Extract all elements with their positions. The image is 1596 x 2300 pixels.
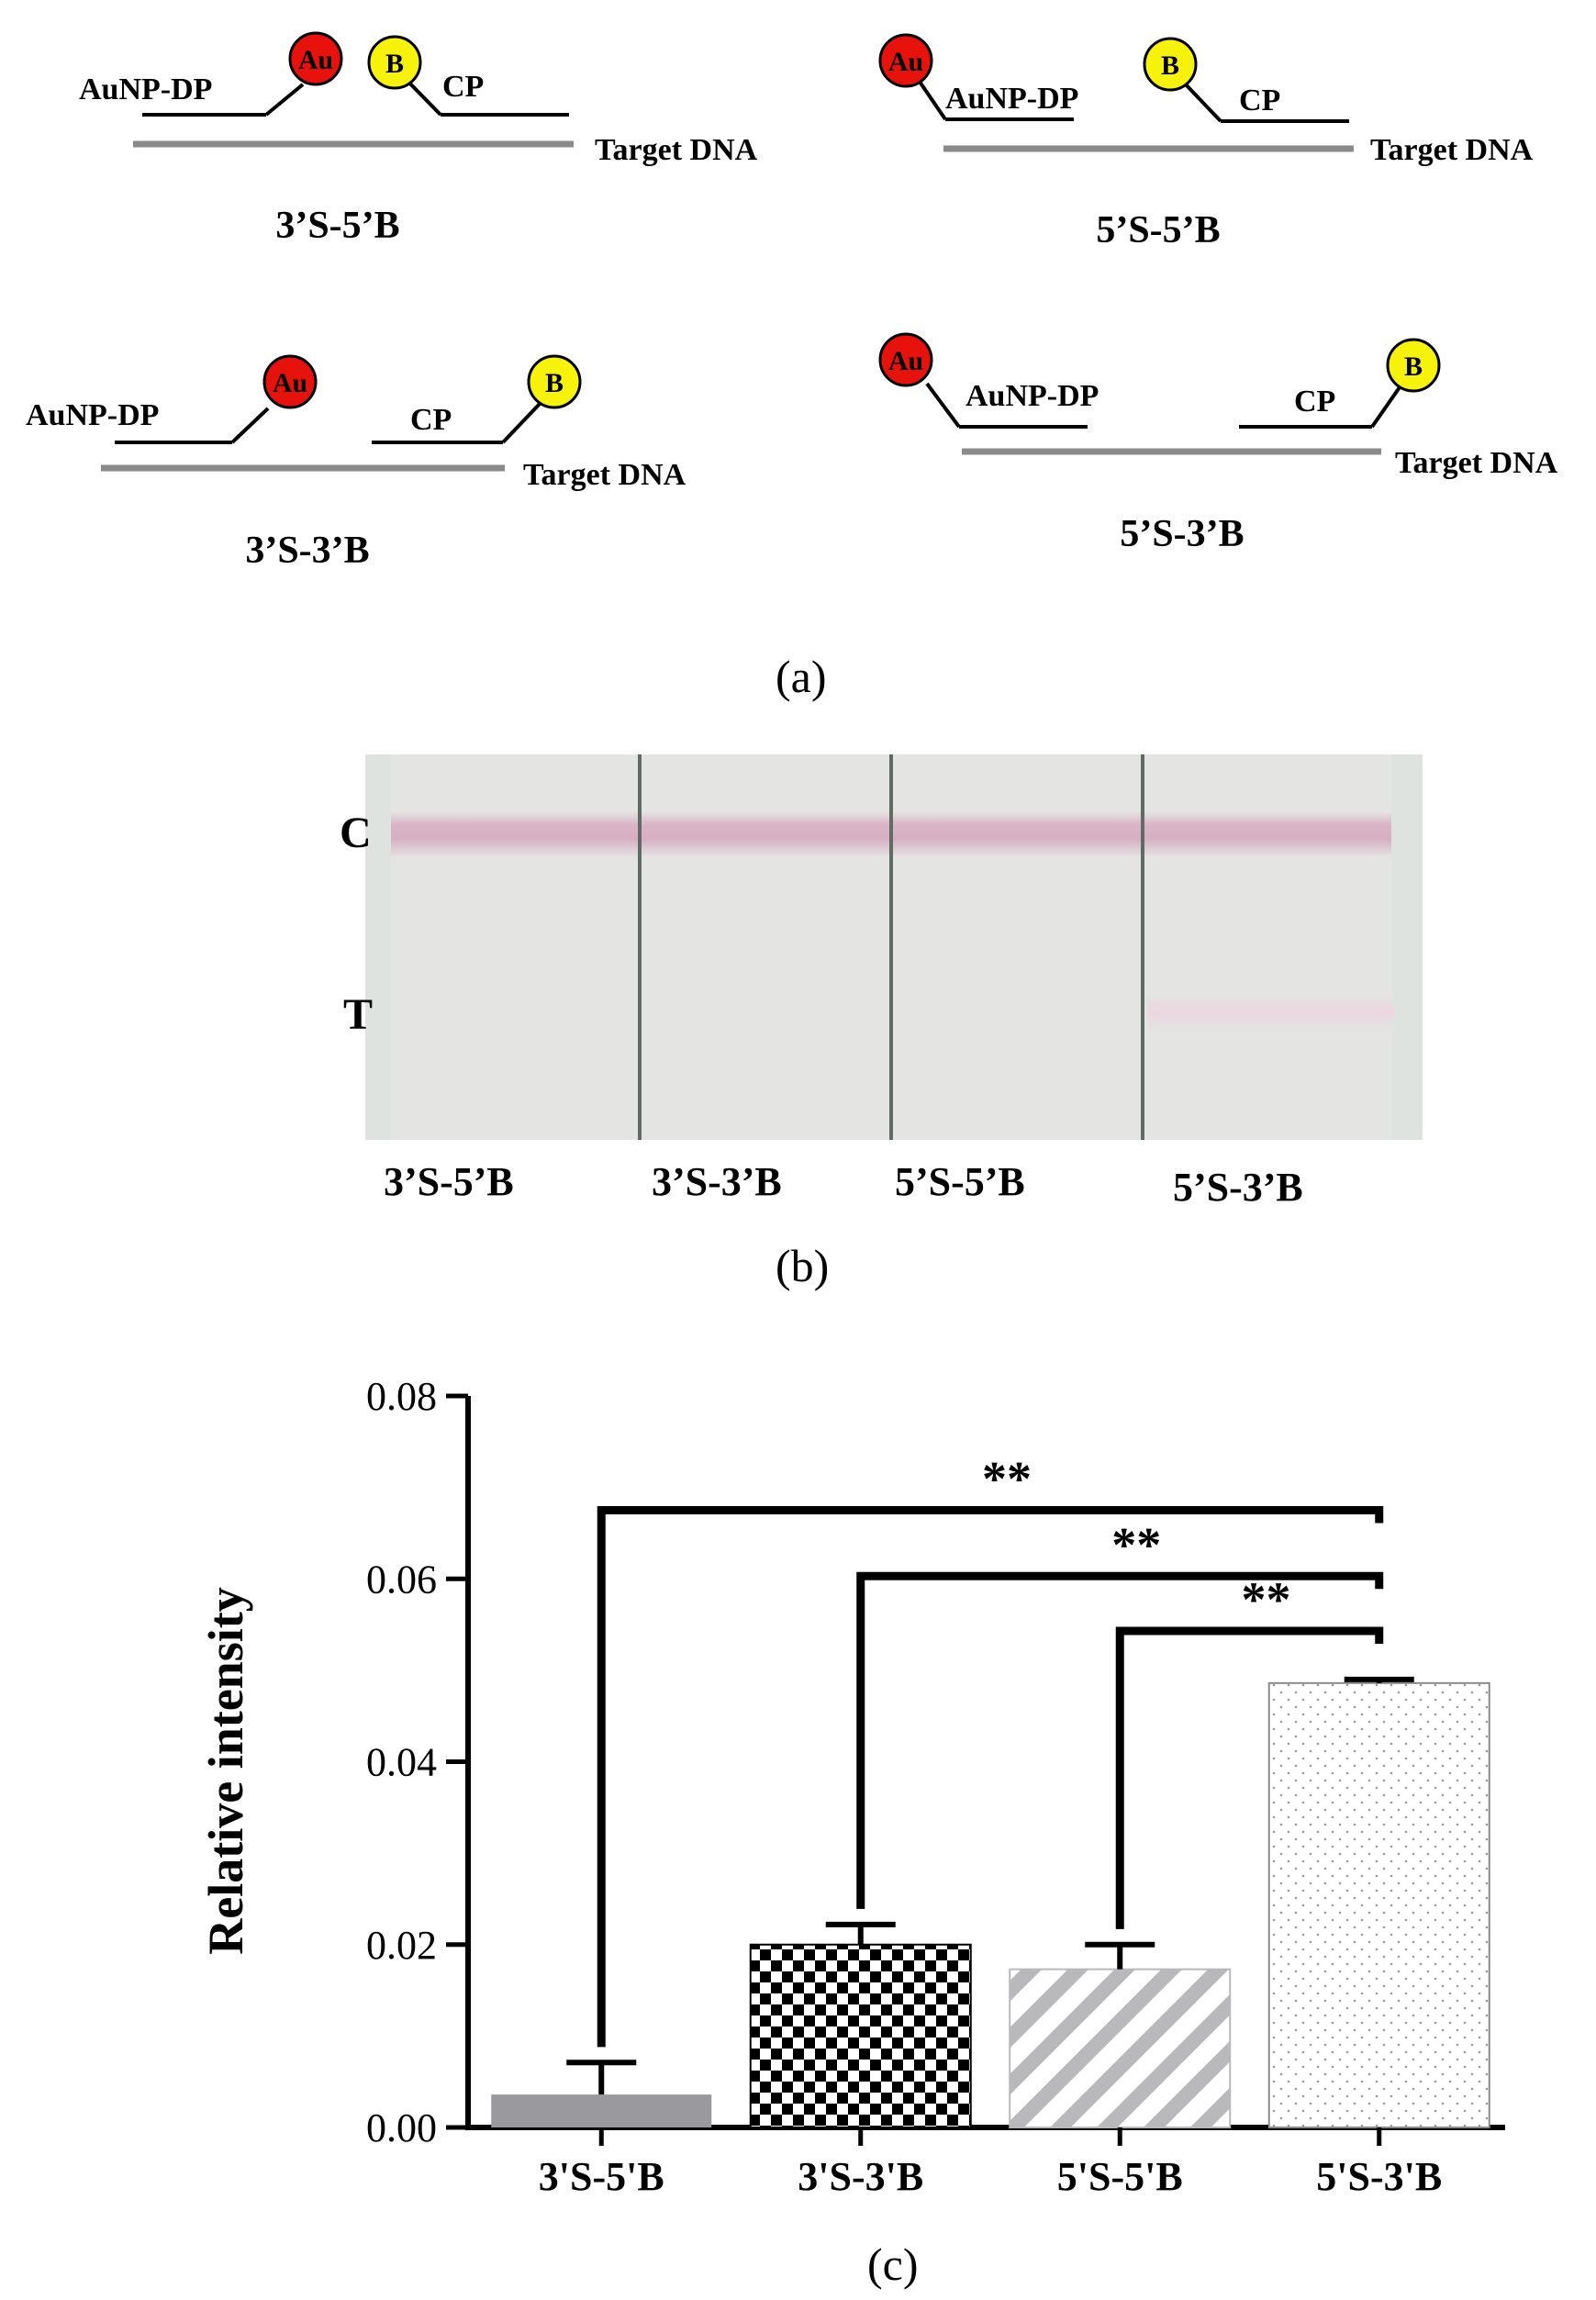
bar-2	[749, 1943, 972, 2128]
strip-label-4: 5’S-3’B	[1173, 1165, 1303, 1210]
strip-divider	[1141, 754, 1144, 1140]
dp-linker	[230, 407, 270, 444]
significance-label: **	[1242, 1572, 1291, 1627]
strip-edge-right	[1391, 754, 1423, 1140]
cp-label: CP	[1239, 84, 1280, 117]
gold-nanoparticle	[878, 33, 933, 88]
y-tick-label: 0.04	[366, 1740, 437, 1785]
panel-c-caption: (c)	[867, 2239, 919, 2290]
y-tick-label: 0.02	[366, 1923, 437, 1968]
biotin-label: B	[1404, 352, 1423, 382]
bar-3	[1009, 1968, 1232, 2128]
bar-1	[491, 2094, 712, 2127]
y-tick-label: 0.06	[366, 1557, 437, 1602]
dp-linker	[916, 77, 947, 121]
strip-edge-left	[365, 754, 391, 1140]
dp-label: AuNP-DP	[26, 398, 159, 432]
biotin	[1386, 338, 1441, 393]
dp-linker	[925, 382, 961, 429]
control-line-label: C	[340, 809, 372, 857]
strip-divider	[889, 754, 893, 1140]
gold-nanoparticle-label: Au	[888, 346, 923, 376]
bar-4	[1267, 1681, 1490, 2128]
significance-bracket	[856, 1571, 1384, 1909]
dp-label: AuNP-DP	[79, 73, 212, 106]
significance-bracket	[1115, 1626, 1384, 1929]
y-axis-title: Relative intensity	[198, 1587, 253, 1954]
strip-divider	[638, 754, 642, 1140]
biotin	[367, 35, 422, 90]
cp-linker	[501, 402, 541, 444]
cp-linker	[1182, 81, 1222, 123]
gold-nanoparticle-label: Au	[298, 45, 333, 75]
biotin-label: B	[1161, 50, 1179, 81]
biotin	[527, 354, 582, 409]
scheme-title: 5’S-5’B	[1096, 209, 1220, 251]
dp-label: AuNP-DP	[965, 379, 1099, 413]
target-dna-label: Target DNA	[523, 458, 686, 492]
test-line	[1147, 995, 1393, 1032]
panel-a-caption: (a)	[776, 651, 827, 702]
cp-linker	[1370, 385, 1401, 429]
biotin-label: B	[545, 368, 564, 398]
x-tick-label: 5'S-3'B	[1316, 2154, 1442, 2199]
significance-label: **	[982, 1452, 1032, 1507]
x-tick-label: 3'S-3'B	[798, 2154, 923, 2199]
gold-nanoparticle	[262, 354, 318, 409]
strip-label-1: 3’S-5’B	[384, 1159, 514, 1204]
cp-label: CP	[442, 70, 484, 104]
test-line-label: T	[343, 990, 374, 1039]
strip-photo	[365, 754, 1423, 1140]
dp-label: AuNP-DP	[945, 82, 1078, 116]
y-tick-label: 0.08	[366, 1374, 437, 1419]
y-tick-label: 0.00	[366, 2105, 437, 2150]
cp-label: CP	[1294, 385, 1335, 419]
gold-nanoparticle-label: Au	[273, 368, 307, 398]
x-tick-label: 5'S-5'B	[1057, 2154, 1183, 2199]
cp-label: CP	[410, 403, 452, 437]
strip-label-3: 5’S-5’B	[895, 1159, 1025, 1204]
x-tick-label: 3'S-5'B	[539, 2154, 664, 2199]
dp-linker	[264, 83, 305, 117]
gold-nanoparticle	[878, 332, 933, 387]
scheme-title: 3’S-5’B	[275, 205, 399, 247]
target-dna-label: Target DNA	[1370, 133, 1534, 167]
strip-label-2: 3’S-3’B	[652, 1159, 782, 1204]
panel-b-caption: (b)	[776, 1240, 830, 1291]
target-dna-label: Target DNA	[595, 133, 758, 167]
scheme-title: 3’S-3’B	[245, 530, 369, 572]
gold-nanoparticle-label: Au	[888, 47, 923, 77]
significance-label: **	[1111, 1517, 1161, 1572]
scheme-title: 5’S-3’B	[1120, 513, 1244, 555]
gold-nanoparticle	[288, 31, 343, 86]
biotin-label: B	[385, 49, 404, 79]
target-dna-label: Target DNA	[1395, 446, 1558, 480]
biotin	[1143, 37, 1198, 92]
significance-bracket	[597, 1506, 1384, 2048]
scheme-diagrams: Target DNA AuNP-DP Au CP B 3’S-5’B Target DNA A…	[26, 31, 1558, 572]
